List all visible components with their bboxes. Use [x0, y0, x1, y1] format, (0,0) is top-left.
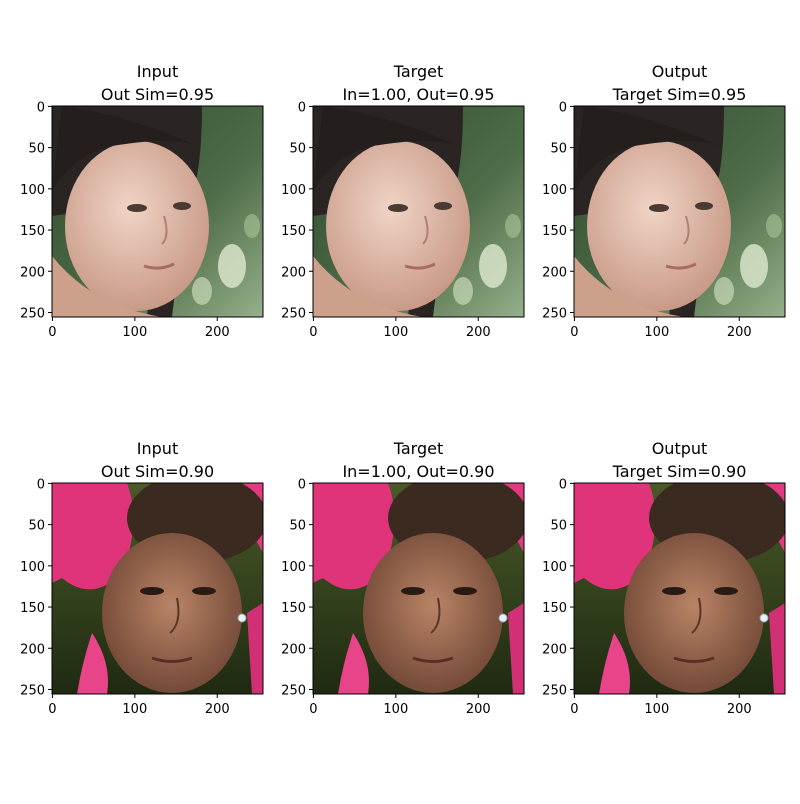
- y-tick-label: 100: [542, 183, 567, 198]
- x-tick-label: 0: [48, 325, 56, 340]
- panel-subtitle: Out Sim=0.95: [101, 85, 214, 104]
- y-tick-label: 250: [281, 306, 306, 321]
- y-tick-label: 200: [542, 265, 567, 280]
- y-tick-label: 100: [20, 183, 45, 198]
- x-tick-label: 0: [570, 325, 578, 340]
- y-tick-label: 200: [281, 265, 306, 280]
- y-tick-label: 150: [542, 601, 567, 616]
- panel-title: Input: [137, 439, 178, 458]
- y-tick-label: 150: [542, 224, 567, 239]
- x-tick-label: 100: [383, 325, 408, 340]
- axes-frame: [312, 105, 525, 318]
- axes-frame: [573, 105, 786, 318]
- panel-subtitle: In=1.00, Out=0.95: [342, 85, 494, 104]
- panel-subtitle: Out Sim=0.90: [101, 462, 214, 481]
- x-tick-label: 200: [205, 702, 230, 717]
- panel-title: Target: [393, 439, 444, 458]
- y-tick-label: 150: [281, 224, 306, 239]
- x-tick-label: 0: [309, 325, 317, 340]
- x-tick-label: 100: [122, 702, 147, 717]
- y-tick-label: 50: [550, 142, 567, 157]
- panel-title: Output: [652, 439, 708, 458]
- x-tick-label: 0: [48, 702, 56, 717]
- x-tick-label: 100: [383, 702, 408, 717]
- y-tick-label: 0: [37, 100, 45, 115]
- y-tick-label: 250: [281, 683, 306, 698]
- y-tick-label: 0: [298, 477, 306, 492]
- x-tick-label: 200: [205, 325, 230, 340]
- y-tick-label: 200: [20, 642, 45, 657]
- y-tick-label: 0: [559, 100, 567, 115]
- face-image: [52, 106, 263, 317]
- x-tick-label: 200: [727, 702, 752, 717]
- x-tick-label: 0: [309, 702, 317, 717]
- panel-title: Output: [652, 62, 708, 81]
- axes-frame: [51, 105, 264, 318]
- panel-title: Target: [393, 62, 444, 81]
- y-tick-label: 50: [28, 519, 45, 534]
- y-tick-label: 250: [542, 683, 567, 698]
- y-tick-label: 200: [281, 642, 306, 657]
- face-image: [574, 106, 785, 317]
- x-tick-label: 100: [644, 325, 669, 340]
- axes-frame: [312, 482, 525, 695]
- y-tick-label: 150: [20, 224, 45, 239]
- y-tick-label: 250: [20, 683, 45, 698]
- panel-subtitle: Target Sim=0.90: [612, 462, 747, 481]
- x-tick-label: 200: [466, 325, 491, 340]
- x-tick-label: 0: [570, 702, 578, 717]
- face-image: [313, 106, 524, 317]
- y-tick-label: 250: [20, 306, 45, 321]
- panel-title: Input: [137, 62, 178, 81]
- x-tick-label: 100: [644, 702, 669, 717]
- y-tick-label: 0: [559, 477, 567, 492]
- panel-subtitle: Target Sim=0.95: [612, 85, 747, 104]
- y-tick-label: 100: [542, 560, 567, 575]
- y-tick-label: 150: [281, 601, 306, 616]
- y-tick-label: 250: [542, 306, 567, 321]
- axes-frame: [573, 482, 786, 695]
- y-tick-label: 100: [281, 560, 306, 575]
- y-tick-label: 0: [37, 477, 45, 492]
- y-tick-label: 100: [20, 560, 45, 575]
- face-image: [313, 483, 524, 694]
- panel-subtitle: In=1.00, Out=0.90: [342, 462, 494, 481]
- y-tick-label: 100: [281, 183, 306, 198]
- y-tick-label: 200: [542, 642, 567, 657]
- x-tick-label: 200: [727, 325, 752, 340]
- y-tick-label: 150: [20, 601, 45, 616]
- face-image: [52, 483, 263, 694]
- y-tick-label: 50: [28, 142, 45, 157]
- x-tick-label: 200: [466, 702, 491, 717]
- x-tick-label: 100: [122, 325, 147, 340]
- y-tick-label: 50: [550, 519, 567, 534]
- face-image: [574, 483, 785, 694]
- y-tick-label: 0: [298, 100, 306, 115]
- axes-frame: [51, 482, 264, 695]
- y-tick-label: 50: [289, 519, 306, 534]
- y-tick-label: 200: [20, 265, 45, 280]
- y-tick-label: 50: [289, 142, 306, 157]
